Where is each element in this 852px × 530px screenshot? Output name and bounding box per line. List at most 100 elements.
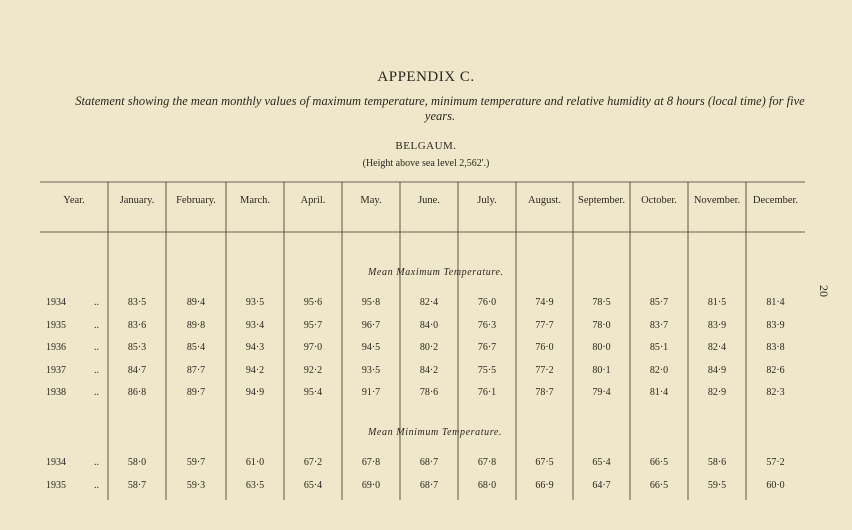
row-year: 1934 [46,457,66,468]
table-cell: 59·3 [186,479,206,491]
table-cell: 82·9 [707,387,727,398]
table-cell: 68·7 [419,479,439,491]
table-cell: 65·4 [303,479,323,491]
table-cell: 83·7 [649,319,669,331]
table-cell: 66·5 [649,479,669,491]
column-header: February. [176,195,216,206]
table-cell: 67·8 [477,457,497,468]
table-cell: 67·2 [303,457,323,468]
table-cell: 58·7 [127,479,147,491]
table-cell: 78·7 [535,387,554,398]
table-cell: 92·2 [303,364,323,376]
table-cell: 84·9 [707,364,727,376]
table-cell: 76·0 [477,297,497,308]
table-cell: 89·8 [186,319,206,331]
table-cell: 81·5 [707,297,727,308]
row-leader: .. [94,297,99,308]
table-cell: 76·7 [477,342,497,353]
table-cell: 58·0 [127,457,147,468]
column-header: October. [641,195,677,206]
column-header: December. [752,195,799,206]
table-cell: 78·5 [592,297,611,308]
table-cell: 63·5 [245,479,265,491]
table-cell: 84·7 [127,364,147,376]
table-cell: 78·6 [419,387,439,398]
row-year: 1934 [46,297,66,308]
column-header: November. [693,195,741,206]
table-cell: 80·0 [592,342,611,353]
row-year: 1937 [46,364,66,376]
table-cell: 81·4 [649,387,669,398]
column-header: Year. [63,195,85,206]
table-cell: 80·2 [419,342,439,353]
table-cell: 95·7 [303,319,323,331]
column-header: January. [119,195,155,206]
table-cell: 64·7 [592,479,611,491]
row-year: 1936 [46,342,66,353]
table-cell: 85·4 [186,342,206,353]
table-cell: 58·6 [707,457,727,468]
section-label: Mean Maximum Temperature. [368,267,504,278]
table-cell: 87·7 [186,364,206,376]
row-leader: .. [94,387,99,398]
table-cell: 83·6 [127,319,147,331]
table-cell: 83·5 [127,297,147,308]
table-cell: 93·5 [361,364,381,376]
table-cell: 95·8 [361,297,381,308]
column-header: April. [300,195,326,206]
table-cell: 83·9 [766,319,785,331]
table-cell: 68·0 [477,479,497,491]
row-year: 1938 [46,387,66,398]
table-cell: 77·7 [535,319,554,331]
column-header: June. [418,195,440,206]
section-label: Mean Minimum Temperature. [368,427,502,438]
table-cell: 61·0 [245,457,265,468]
table-cell: 96·7 [361,319,381,331]
column-header: August. [528,195,561,206]
table-cell: 82·0 [649,364,669,376]
table-cell: 80·1 [592,364,611,376]
table-cell: 97·0 [303,342,323,353]
table-cell: 67·5 [535,457,554,468]
table-cell: 93·5 [245,297,265,308]
table-cell: 93·4 [245,319,265,331]
table-cell: 86·8 [127,387,147,398]
table-cell: 81·4 [766,297,785,308]
table-cell: 65·4 [592,457,611,468]
table-cell: 83·8 [766,342,785,353]
table-cell: 82·4 [707,342,727,353]
column-header: July. [477,195,497,206]
table-cell: 94·9 [245,387,265,398]
table-cell: 75·5 [477,364,497,376]
table-cell: 82·4 [419,297,439,308]
table-cell: 89·4 [186,297,206,308]
table-cell: 84·0 [419,319,439,331]
table-cell: 85·7 [649,297,669,308]
table-cell: 69·0 [361,479,381,491]
column-header: March. [239,195,271,206]
table-cell: 57·2 [766,457,785,468]
station-height: (Height above sea level 2,562'.) [362,158,490,169]
table-cell: 66·5 [649,457,669,468]
table-cell: 76·1 [477,387,497,398]
column-header: September. [578,195,625,206]
row-leader: .. [94,342,99,353]
column-header: May. [360,195,382,206]
table-cell: 76·3 [477,319,497,331]
row-leader: .. [94,479,99,491]
table-cell: 59·7 [186,457,206,468]
table-cell: 95·6 [303,297,323,308]
row-year: 1935 [46,319,66,331]
subtitle: Statement showing the mean monthly value… [75,94,805,123]
row-leader: .. [94,364,99,376]
table-cell: 94·2 [245,364,265,376]
table-cell: 79·4 [592,387,611,398]
table-cell: 74·9 [535,297,554,308]
table-cell: 82·3 [766,387,785,398]
table-cell: 85·1 [649,342,669,353]
row-leader: .. [94,457,99,468]
table-cell: 83·9 [707,319,727,331]
table-cell: 59·5 [707,479,727,491]
table-cell: 67·8 [361,457,381,468]
